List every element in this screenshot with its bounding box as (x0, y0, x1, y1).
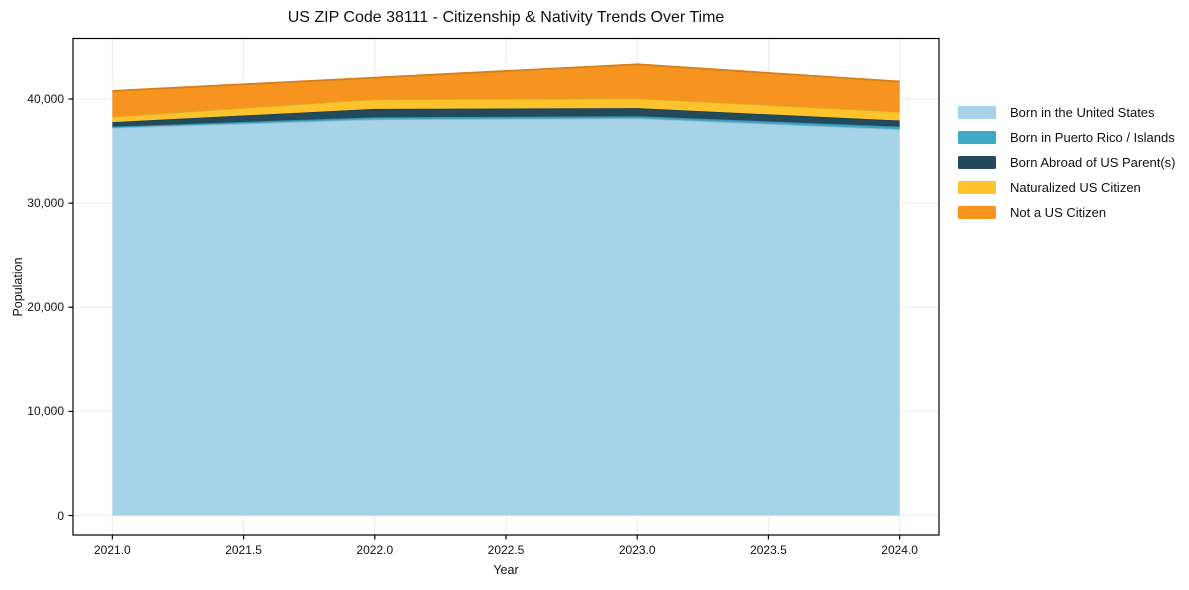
x-tick-label: 2024.0 (881, 543, 918, 557)
area-series-4 (112, 64, 900, 117)
area-series-4-edge (112, 63, 900, 92)
y-tick-label: 30,000 (27, 196, 64, 211)
legend-label: Born Abroad of US Parent(s) (1010, 155, 1176, 170)
plot-spines (72, 37, 940, 536)
y-tick-label: 10,000 (27, 404, 64, 419)
y-axis-label: Population (11, 257, 25, 317)
chart-title: US ZIP Code 38111 - Citizenship & Nativi… (287, 9, 725, 26)
area-series-0 (112, 118, 900, 516)
y-tick-label: 40,000 (27, 92, 64, 106)
legend-swatch-icon (958, 131, 996, 144)
legend: Born in the United States Born in Puerto … (958, 100, 1175, 225)
legend-item: Naturalized US Citizen (958, 175, 1175, 200)
legend-label: Born in Puerto Rico / Islands (1010, 130, 1175, 145)
x-tick-label: 2022.0 (356, 543, 394, 557)
legend-swatch-icon (958, 106, 996, 119)
x-tick-label: 2023.5 (750, 543, 787, 557)
x-tick-label: 2021.0 (94, 543, 131, 557)
x-tick-label: 2023.0 (618, 543, 656, 557)
legend-item: Born Abroad of US Parent(s) (958, 150, 1175, 175)
legend-swatch-icon (958, 156, 996, 169)
y-tick-label: 20,000 (27, 300, 64, 315)
legend-swatch-icon (958, 181, 996, 194)
legend-label: Not a US Citizen (1010, 205, 1107, 220)
x-tick-label: 2022.5 (487, 543, 525, 557)
legend-item: Born in Puerto Rico / Islands (958, 125, 1175, 150)
legend-item: Not a US Citizen (958, 200, 1175, 225)
legend-item: Born in the United States (958, 100, 1175, 125)
x-axis-label: Year (493, 563, 519, 577)
x-tick-label: 2021.5 (225, 543, 262, 557)
legend-label: Naturalized US Citizen (1010, 180, 1141, 195)
y-tick-label: 0 (57, 508, 64, 523)
legend-swatch-icon (958, 206, 996, 219)
legend-label: Born in the United States (1010, 105, 1155, 120)
